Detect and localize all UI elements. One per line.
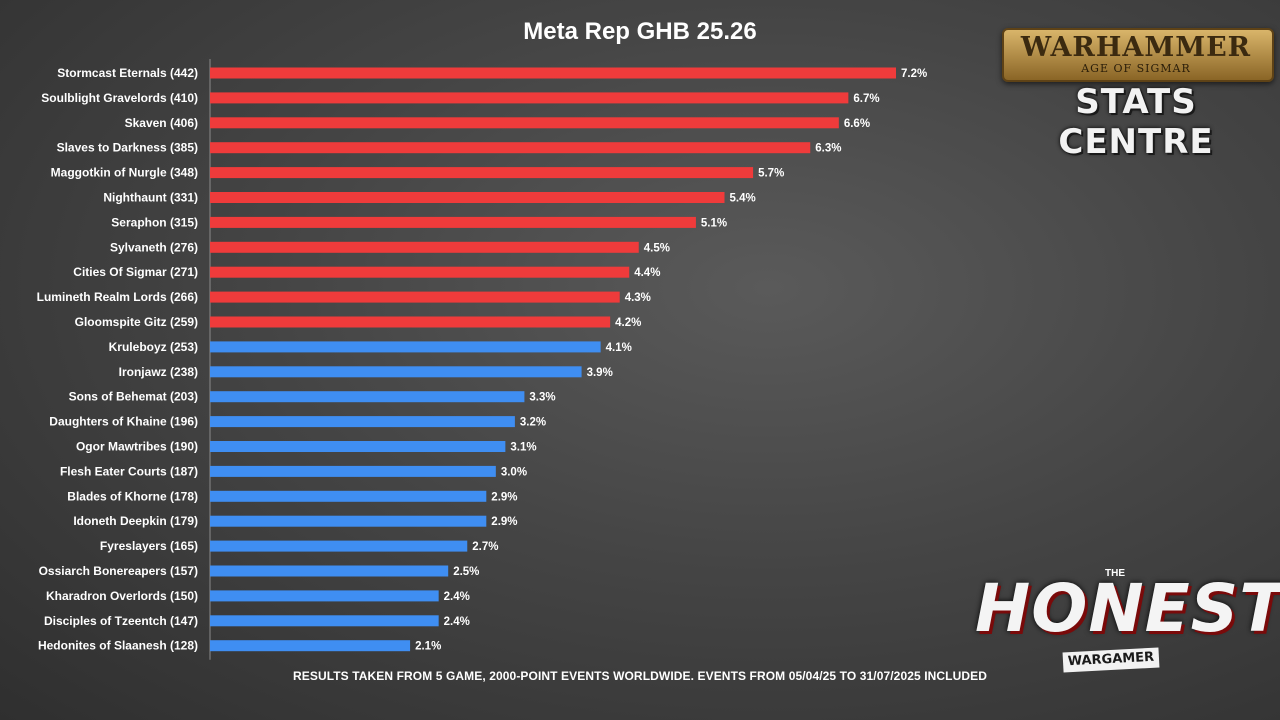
value-label: 3.3%: [529, 392, 555, 404]
value-label: 2.7%: [472, 541, 498, 553]
bar: [210, 465, 496, 477]
category-label: Stormcast Eternals (442): [57, 66, 198, 80]
value-label: 3.1%: [510, 442, 536, 454]
value-label: 6.6%: [844, 118, 870, 130]
value-label: 2.9%: [491, 516, 517, 528]
category-labels: Stormcast Eternals (442) Soulblight Grave…: [37, 66, 198, 653]
bar: [210, 565, 449, 577]
category-label: Disciples of Tzeentch (147): [44, 614, 198, 628]
value-label: 2.5%: [453, 566, 479, 578]
bar: [210, 92, 849, 104]
chart-title: Meta Rep GHB 25.26: [523, 18, 757, 45]
value-label: 2.1%: [415, 641, 441, 653]
bar: [210, 117, 839, 129]
bar: [210, 341, 601, 353]
value-label: 3.2%: [520, 417, 546, 429]
value-label: 6.7%: [853, 93, 879, 105]
value-label: 4.3%: [625, 292, 651, 304]
category-label: Sons of Behemat (203): [69, 390, 198, 404]
value-label: 2.9%: [491, 491, 517, 503]
category-label: Hedonites of Slaanesh (128): [38, 639, 198, 653]
bar: [210, 590, 439, 602]
value-label: 4.4%: [634, 267, 660, 279]
value-label: 3.9%: [587, 367, 613, 379]
category-label: Nighthaunt (331): [103, 191, 198, 205]
category-label: Gloomspite Gitz (259): [75, 315, 198, 329]
category-label: Kharadron Overlords (150): [46, 589, 198, 603]
bar: [210, 615, 439, 627]
category-label: Fyreslayers (165): [100, 539, 198, 553]
category-label: Flesh Eater Courts (187): [60, 464, 198, 478]
bar: [210, 366, 582, 378]
category-label: Sylvaneth (276): [110, 240, 198, 254]
bar: [210, 640, 411, 652]
honest-logo-text: HONEST: [975, 570, 1280, 647]
bar: [210, 540, 468, 552]
bar: [210, 291, 620, 303]
category-label: Idoneth Deepkin (179): [73, 514, 198, 528]
bar: [210, 316, 611, 328]
category-label: Kruleboyz (253): [109, 340, 198, 354]
stats-centre-logo-text: STATS CENTRE: [1058, 82, 1214, 162]
category-label: Daughters of Khaine (196): [49, 415, 198, 429]
bar: [210, 391, 525, 403]
bar: [210, 490, 487, 502]
value-label: 5.7%: [758, 168, 784, 180]
bar: [210, 216, 696, 228]
bar: [210, 266, 630, 278]
value-label: 4.5%: [644, 242, 670, 254]
bar: [210, 142, 811, 154]
honest-logo-the-text: THE: [1105, 568, 1125, 579]
warhammer-logo-text: WARHAMMER: [1020, 32, 1252, 63]
value-label: 4.1%: [606, 342, 632, 354]
warhammer-stats-centre-logo: WARHAMMER AGE OF SIGMAR STATS CENTRE: [1002, 28, 1274, 162]
bar: [210, 167, 754, 179]
category-label: Ossiarch Bonereapers (157): [39, 564, 198, 578]
category-label: Skaven (406): [125, 116, 198, 130]
value-label: 4.2%: [615, 317, 641, 329]
value-label: 2.4%: [444, 616, 470, 628]
bar: [210, 416, 515, 428]
warhammer-banner: [1002, 28, 1274, 82]
value-label: 6.3%: [815, 143, 841, 155]
value-label: 2.4%: [444, 591, 470, 603]
bar: [210, 241, 639, 253]
category-label: Lumineth Realm Lords (266): [37, 290, 198, 304]
value-label: 5.1%: [701, 217, 727, 229]
age-of-sigmar-logo-text: AGE OF SIGMAR: [1081, 62, 1191, 75]
bar: [210, 441, 506, 452]
category-label: Slaves to Darkness (385): [57, 141, 198, 155]
category-label: Cities Of Sigmar (271): [73, 265, 198, 279]
value-label: 3.0%: [501, 466, 527, 478]
value-label: 5.4%: [730, 193, 756, 205]
category-label: Maggotkin of Nurgle (348): [51, 166, 198, 180]
honest-wargamer-logo: THE HONEST WARGAMER: [975, 564, 1280, 688]
category-label: Soulblight Gravelords (410): [41, 91, 198, 105]
category-label: Ogor Mawtribes (190): [76, 440, 198, 454]
bar: [210, 515, 487, 527]
footnote: RESULTS TAKEN FROM 5 GAME, 2000-POINT EV…: [292, 669, 988, 683]
category-label: Seraphon (315): [111, 215, 198, 229]
category-label: Ironjawz (238): [119, 365, 198, 379]
bars: [210, 67, 896, 652]
category-label: Blades of Khorne (178): [67, 489, 198, 503]
bar: [210, 192, 725, 203]
value-labels: 7.2% 6.7% 6.6% 6.3% 5.7% 5.4%5.1% 4.5% 4.4% 4.3%…: [415, 68, 927, 653]
bar: [210, 67, 896, 79]
value-label: 7.2%: [901, 68, 927, 80]
